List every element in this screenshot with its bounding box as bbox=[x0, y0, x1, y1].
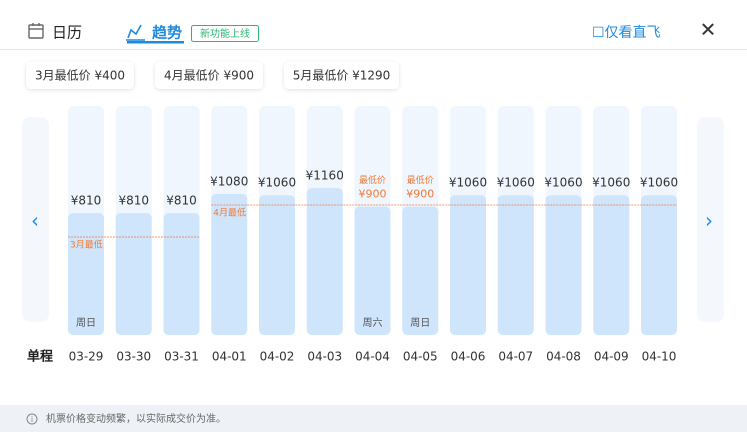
month-chip-label: 3月最低价 ¥400 bbox=[35, 69, 125, 83]
price-label: ¥1060 bbox=[544, 176, 582, 190]
bar bbox=[641, 195, 677, 335]
info-icon bbox=[26, 413, 38, 425]
date-label: 04-04 bbox=[355, 350, 390, 364]
trend-tab[interactable]: 趋势 bbox=[152, 24, 182, 42]
row-label: 单程 bbox=[27, 349, 53, 365]
bar bbox=[354, 206, 391, 335]
price-note: 最低价 bbox=[359, 174, 386, 186]
bar bbox=[545, 195, 582, 335]
date-label: 04-08 bbox=[546, 350, 581, 364]
date-label: 03-30 bbox=[116, 350, 151, 364]
bar bbox=[450, 195, 486, 335]
price-label: ¥1060 bbox=[449, 176, 487, 190]
month-chip bbox=[155, 62, 263, 89]
next-arrow[interactable]: › bbox=[705, 209, 713, 233]
month-low-label: 4月最低 bbox=[213, 207, 246, 219]
prev-arrow[interactable]: ‹ bbox=[31, 209, 39, 233]
info-mark: i bbox=[31, 415, 33, 424]
month-chip bbox=[284, 62, 399, 89]
date-label: 04-05 bbox=[403, 350, 438, 364]
bar bbox=[163, 213, 200, 335]
prev-panel bbox=[22, 117, 49, 322]
close-button[interactable]: ✕ bbox=[700, 18, 717, 42]
price-label: ¥1060 bbox=[497, 176, 535, 190]
footer-note: 机票价格变动频繁，以实际成交价为准。 bbox=[46, 412, 226, 425]
date-label: 04-06 bbox=[451, 350, 486, 364]
price-note: 最低价 bbox=[407, 174, 434, 186]
badge: 新功能上线 bbox=[200, 27, 250, 40]
date-label: 04-01 bbox=[212, 350, 247, 364]
price-label: ¥1080 bbox=[210, 174, 248, 188]
direct-only[interactable]: ☐仅看直飞 bbox=[592, 24, 661, 41]
date-label: 04-03 bbox=[307, 350, 342, 364]
badge-box bbox=[191, 25, 259, 42]
weekday-label: 周日 bbox=[410, 317, 430, 329]
calendar-icon bbox=[28, 23, 44, 39]
calendar-tab[interactable]: 日历 bbox=[52, 24, 82, 42]
trend-icon bbox=[126, 24, 145, 41]
price-label: ¥810 bbox=[71, 194, 102, 208]
date-label: 04-07 bbox=[498, 350, 533, 364]
price-label: ¥1060 bbox=[592, 176, 630, 190]
date-label: 04-09 bbox=[594, 350, 629, 364]
price-label: ¥900 bbox=[406, 188, 434, 201]
price-label: ¥810 bbox=[118, 194, 149, 208]
month-low-label: 3月最低 bbox=[70, 239, 103, 251]
weekday-label: 周日 bbox=[76, 317, 96, 329]
month-chip bbox=[26, 62, 134, 89]
date-label: 03-29 bbox=[69, 350, 104, 364]
date-label: 04-02 bbox=[260, 350, 295, 364]
month-chip-label: 5月最低价 ¥1290 bbox=[293, 69, 391, 83]
price-label: ¥1060 bbox=[258, 176, 296, 190]
bar bbox=[497, 195, 534, 335]
bar bbox=[259, 195, 295, 335]
price-label: ¥900 bbox=[359, 188, 387, 201]
bar bbox=[593, 195, 630, 335]
bar bbox=[68, 213, 104, 335]
price-label: ¥1160 bbox=[306, 169, 344, 183]
price-label: ¥810 bbox=[166, 194, 197, 208]
date-label: 04-10 bbox=[642, 350, 677, 364]
price-label: ¥1060 bbox=[640, 176, 678, 190]
footer-bar bbox=[0, 405, 747, 432]
bar bbox=[115, 213, 152, 335]
tab-underline bbox=[127, 41, 184, 44]
month-chip-label: 4月最低价 ¥900 bbox=[164, 69, 254, 83]
next-panel bbox=[697, 117, 724, 322]
date-label: 03-31 bbox=[164, 350, 199, 364]
weekday-label: 周六 bbox=[363, 317, 383, 329]
bar bbox=[211, 193, 248, 335]
bar bbox=[402, 206, 439, 335]
bar bbox=[306, 188, 343, 335]
